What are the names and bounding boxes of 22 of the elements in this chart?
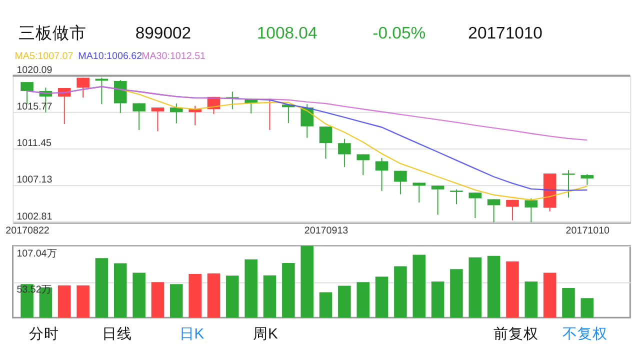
text: MA10:1006.62	[78, 51, 142, 62]
text: 不复权	[562, 325, 608, 342]
text: 1008.04	[256, 23, 318, 42]
chart-title: 三板做市	[18, 23, 87, 42]
x-tick-label: 20170822	[6, 226, 50, 237]
x-tick-label: 20170913	[304, 226, 349, 237]
y-tick-label: 1002.81	[16, 211, 52, 222]
text: MA30:1012.51	[142, 51, 206, 62]
y-tick-label: 1007.13	[16, 174, 53, 186]
text: 日线	[102, 325, 132, 342]
x-tick-label: 20171010	[566, 226, 610, 237]
text: 前复权	[494, 325, 539, 342]
text: 日K	[179, 326, 204, 342]
y-tick-label: 1011.45	[16, 138, 52, 150]
text: -0.05%	[372, 23, 426, 42]
y-tick-label: 1020.09	[16, 64, 52, 76]
y-tick-label: 107.04万	[16, 248, 57, 260]
text: 20171010	[468, 23, 542, 42]
text: MA5:1007.07	[14, 51, 74, 62]
text: 899002	[135, 23, 192, 42]
text: 周K	[253, 326, 278, 342]
text: 分时	[29, 325, 60, 342]
